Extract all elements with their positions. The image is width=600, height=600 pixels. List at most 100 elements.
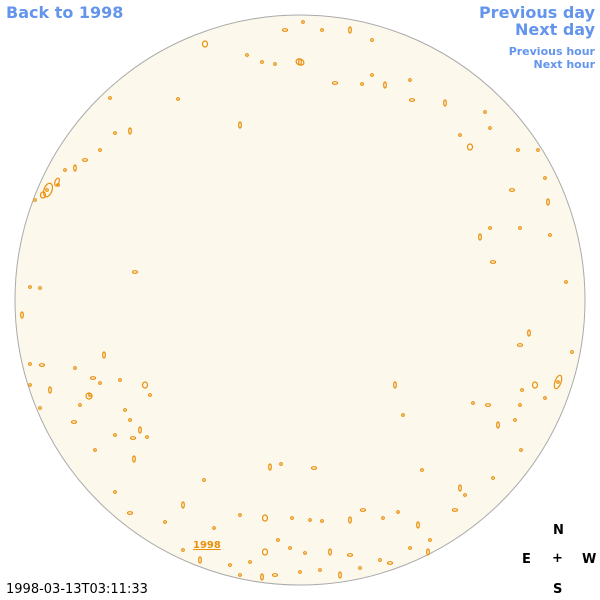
spot [212,526,216,530]
spot [260,60,264,64]
spot [129,436,137,440]
spot [181,501,185,509]
spot [359,508,367,512]
spot [42,182,54,198]
spot [176,97,180,101]
disk-label[interactable]: 1998 [193,540,221,551]
spot [295,58,305,66]
compass-west: W [582,552,597,567]
spot [98,381,102,385]
spot [471,401,475,405]
spot [536,148,540,152]
spot [520,388,524,392]
spot [543,176,547,180]
spot [198,556,202,564]
spot [496,421,500,429]
spot [126,511,134,515]
spot [338,571,342,579]
previous-day-link[interactable]: Previous day [478,3,595,22]
spot [301,20,305,24]
spot [463,493,467,497]
compass-east: E [522,552,531,567]
spot [28,383,32,387]
spot [70,420,78,424]
spot [518,403,522,407]
timestamp: 1998-03-13T03:11:33 [6,582,148,597]
spot [519,448,523,452]
spot [548,233,552,237]
spot [428,538,432,542]
next-day-link[interactable]: Next day [515,20,595,39]
spot [570,350,574,354]
spot [48,386,52,394]
active-regions [20,20,574,581]
spot [28,362,32,366]
previous-hour-link[interactable]: Previous hour [508,45,595,58]
spot [260,573,264,581]
spot [320,28,324,32]
spot [89,376,97,380]
spot [128,418,132,422]
spot [132,455,136,463]
spot [348,26,352,34]
spot [513,418,517,422]
spot [491,476,495,480]
spot [228,563,232,567]
spot [478,233,482,241]
spot [408,78,412,82]
spot [360,82,364,86]
solar-disk [14,14,586,586]
spot [358,566,362,570]
spot [458,484,462,492]
spot [78,403,82,407]
spot [98,148,102,152]
spot [346,553,354,557]
spot [310,466,318,470]
spot [73,164,77,172]
spot [546,198,550,206]
spot [63,168,67,172]
spot [145,435,149,439]
spot [202,478,206,482]
spot [261,548,269,556]
spot [238,513,242,517]
spot [396,510,400,514]
spot [81,158,89,162]
spot [20,311,24,319]
spot [303,551,307,555]
spot [93,448,97,452]
spot [268,463,272,471]
spot [378,558,382,562]
next-hour-link[interactable]: Next hour [533,58,596,71]
spot [290,516,294,520]
spot [238,121,242,129]
spot [54,177,60,187]
spot [318,568,322,572]
compass-north: N [553,523,564,538]
compass-center: + [552,551,563,566]
spot [181,548,185,552]
spot [245,53,249,57]
spot [426,548,430,556]
spot [516,343,524,347]
spot [273,62,277,66]
spot [33,198,37,202]
spot [38,363,46,367]
spot [73,366,77,370]
spot [370,73,374,77]
back-link[interactable]: Back to 1998 [6,3,124,22]
spot [331,81,339,85]
spot [508,188,516,192]
spot [527,329,531,337]
spot [248,560,252,564]
spot [483,110,487,114]
spot [138,426,142,434]
spot [393,381,397,389]
spot [484,403,492,407]
spot [131,270,139,274]
spot [420,468,424,472]
spot [113,131,117,135]
spot [443,99,447,107]
